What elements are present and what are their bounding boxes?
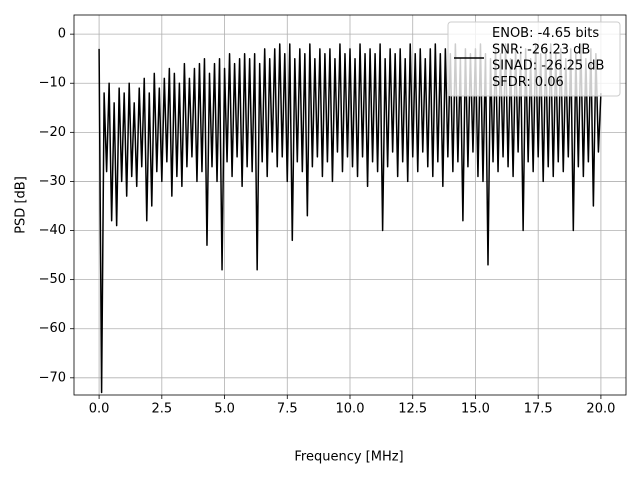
axes-frame [73,14,627,396]
y-tick-label: −10 [39,76,66,91]
x-tick-label: 17.5 [524,402,553,417]
y-tick-label: −70 [39,370,66,385]
x-tick-label: 7.5 [277,402,298,417]
legend-box [447,21,621,97]
legend-label: ENOB: -4.65 bits SNR: -26.23 dB SINAD: -26… [492,26,604,90]
y-tick-label: −30 [39,174,66,189]
psd-line [98,43,602,394]
x-tick-label: 10.0 [336,402,365,417]
y-tick-label: −60 [39,321,66,336]
y-tick-label: −50 [39,272,66,287]
x-tick-label: 15.0 [461,402,490,417]
x-tick-label: 12.5 [398,402,427,417]
y-tick-label: 0 [58,27,66,42]
x-tick-label: 0.0 [89,402,110,417]
x-tick-label: 20.0 [586,402,615,417]
y-axis-label: PSD [dB] [14,176,29,234]
x-axis-label: Frequency [MHz] [294,450,403,465]
y-tick-label: −40 [39,223,66,238]
legend: ENOB: -4.65 bits SNR: -26.23 dB SINAD: -26… [447,21,621,97]
x-tick-label: 5.0 [214,402,235,417]
x-tick-label: 2.5 [151,402,172,417]
y-tick-label: −20 [39,125,66,140]
